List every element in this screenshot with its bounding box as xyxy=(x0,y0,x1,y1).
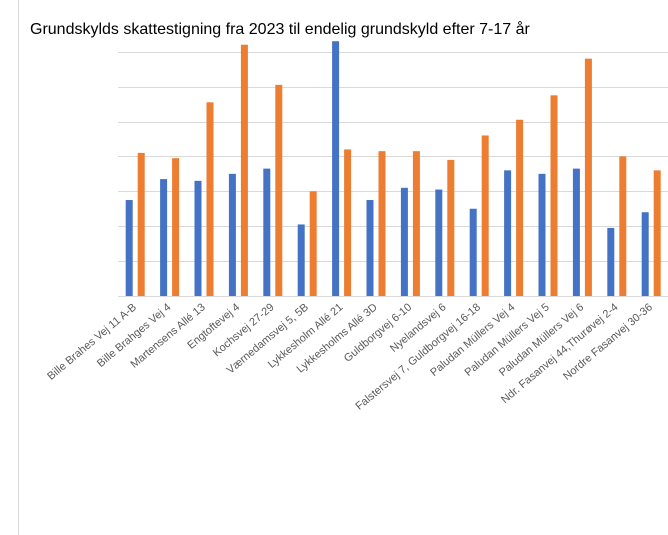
bar xyxy=(309,191,317,296)
bar xyxy=(332,41,340,297)
bar xyxy=(607,227,615,296)
bar xyxy=(366,200,374,296)
bar xyxy=(447,159,455,296)
bar xyxy=(228,173,236,296)
bar xyxy=(194,180,202,296)
bar xyxy=(584,58,592,297)
bar xyxy=(125,200,133,296)
bar xyxy=(538,173,546,296)
bar xyxy=(275,84,283,296)
bar xyxy=(469,208,477,296)
bar xyxy=(263,168,271,296)
bar xyxy=(619,156,627,296)
bar xyxy=(435,189,443,296)
bar xyxy=(481,135,489,296)
bar xyxy=(412,151,420,296)
bar xyxy=(400,187,408,296)
bar xyxy=(160,179,168,296)
bar xyxy=(572,168,580,296)
bar xyxy=(344,149,352,296)
bar xyxy=(137,152,145,296)
bar xyxy=(240,44,248,296)
x-tick-label: Falstersvej 7, Guldborgvej 16-18 xyxy=(354,301,483,412)
bar xyxy=(172,158,180,296)
bar xyxy=(504,170,512,296)
bar xyxy=(550,95,558,296)
bar xyxy=(641,212,649,296)
bar xyxy=(297,224,305,296)
bar xyxy=(206,102,214,297)
chart-title: Grundskylds skattestigning fra 2023 til … xyxy=(30,20,531,38)
bar xyxy=(653,170,661,296)
bar xyxy=(516,119,524,296)
bar xyxy=(378,151,386,296)
